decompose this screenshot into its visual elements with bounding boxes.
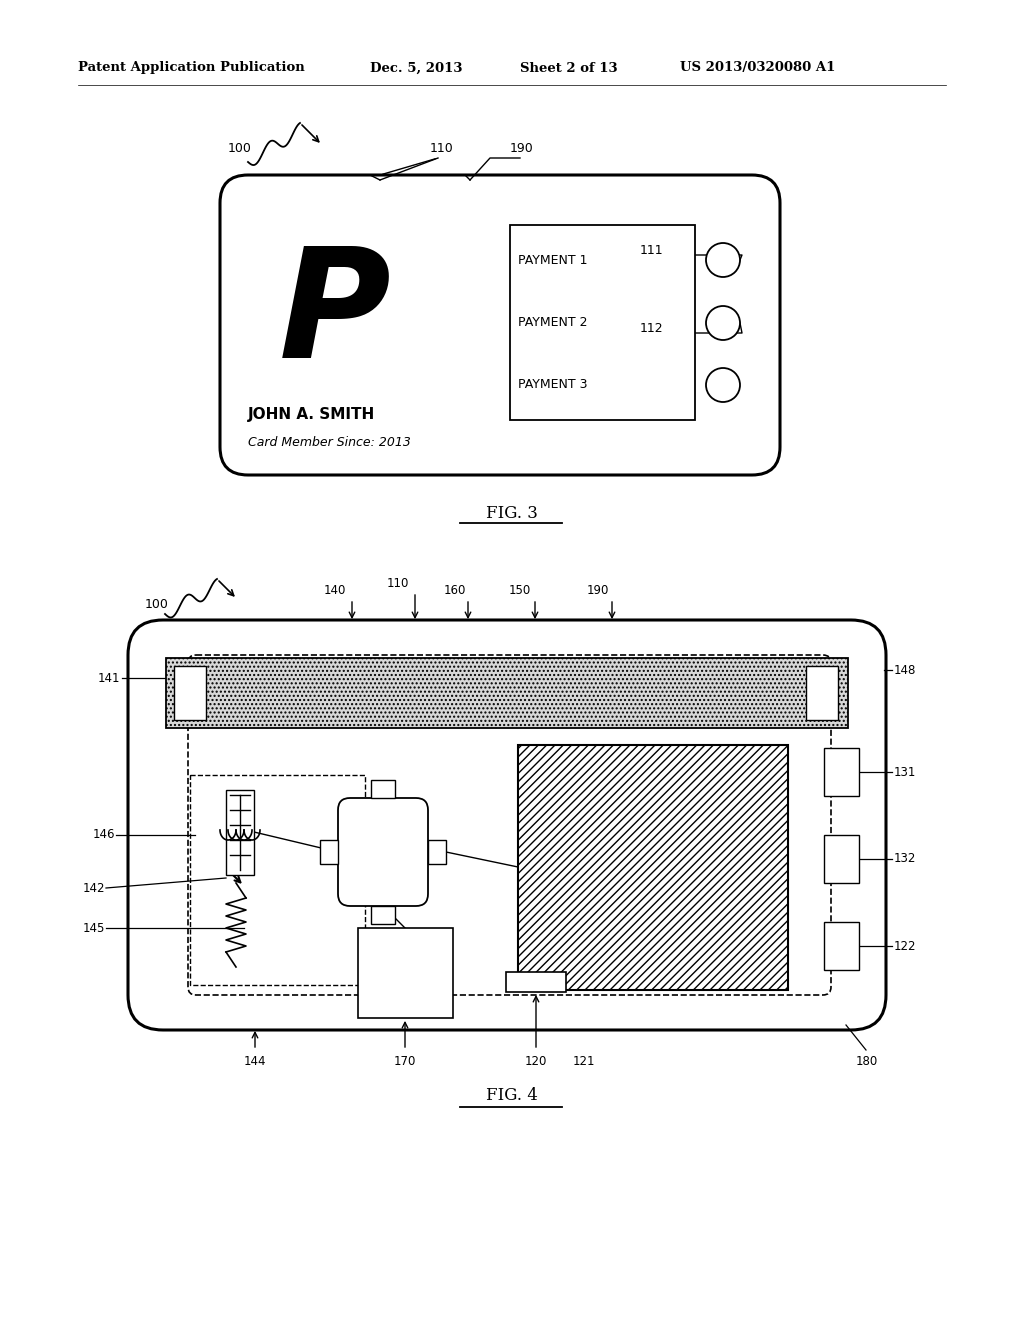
Text: Sheet 2 of 13: Sheet 2 of 13 xyxy=(520,62,617,74)
Text: 146: 146 xyxy=(92,829,115,842)
Bar xyxy=(190,775,365,985)
Bar xyxy=(824,836,859,883)
Circle shape xyxy=(706,306,740,341)
Bar xyxy=(824,921,859,970)
Bar xyxy=(226,789,254,875)
Text: Patent Application Publication: Patent Application Publication xyxy=(78,62,305,74)
Text: 122: 122 xyxy=(894,940,916,953)
Text: 141: 141 xyxy=(97,672,120,685)
Text: 144: 144 xyxy=(244,1055,266,1068)
Text: 120: 120 xyxy=(525,1055,547,1068)
Text: 112: 112 xyxy=(640,322,664,334)
Text: 170: 170 xyxy=(394,1055,416,1068)
Text: 111: 111 xyxy=(640,243,664,256)
FancyBboxPatch shape xyxy=(338,799,428,906)
Text: PAYMENT 3: PAYMENT 3 xyxy=(518,379,588,392)
Text: 160: 160 xyxy=(443,583,466,597)
Text: FIG. 3: FIG. 3 xyxy=(486,504,538,521)
Text: 140: 140 xyxy=(324,583,346,597)
Circle shape xyxy=(706,368,740,403)
Text: P: P xyxy=(279,242,391,391)
Text: PAYMENT 1: PAYMENT 1 xyxy=(518,253,588,267)
Text: 150: 150 xyxy=(509,583,531,597)
Text: 110: 110 xyxy=(430,141,454,154)
Bar xyxy=(319,840,338,865)
FancyBboxPatch shape xyxy=(220,176,780,475)
Bar xyxy=(506,972,566,993)
Text: 190: 190 xyxy=(587,583,609,597)
Text: FIG. 4: FIG. 4 xyxy=(486,1086,538,1104)
Circle shape xyxy=(706,243,740,277)
Text: US 2013/0320080 A1: US 2013/0320080 A1 xyxy=(680,62,836,74)
Text: 132: 132 xyxy=(894,853,916,866)
Bar xyxy=(510,224,695,420)
Text: 145: 145 xyxy=(83,921,105,935)
Text: 121: 121 xyxy=(572,1055,595,1068)
Text: 180: 180 xyxy=(856,1055,879,1068)
Bar xyxy=(371,906,395,924)
Text: 100: 100 xyxy=(145,598,169,610)
Text: PAYMENT 2: PAYMENT 2 xyxy=(518,317,588,330)
Text: JOHN A. SMITH: JOHN A. SMITH xyxy=(248,408,375,422)
FancyBboxPatch shape xyxy=(128,620,886,1030)
Bar xyxy=(166,657,848,729)
Bar xyxy=(174,667,206,719)
Text: 190: 190 xyxy=(510,141,534,154)
Text: 110: 110 xyxy=(387,577,410,590)
Text: 142: 142 xyxy=(83,882,105,895)
Bar xyxy=(518,744,788,990)
Bar xyxy=(358,928,453,1018)
Text: Dec. 5, 2013: Dec. 5, 2013 xyxy=(370,62,463,74)
Bar xyxy=(824,748,859,796)
Bar xyxy=(428,840,446,865)
Bar xyxy=(371,780,395,799)
Text: 131: 131 xyxy=(894,766,916,779)
Bar xyxy=(806,667,838,719)
Text: 148: 148 xyxy=(894,664,916,676)
Text: 100: 100 xyxy=(228,141,252,154)
Text: Card Member Since: 2013: Card Member Since: 2013 xyxy=(248,437,411,450)
Bar xyxy=(166,657,848,729)
